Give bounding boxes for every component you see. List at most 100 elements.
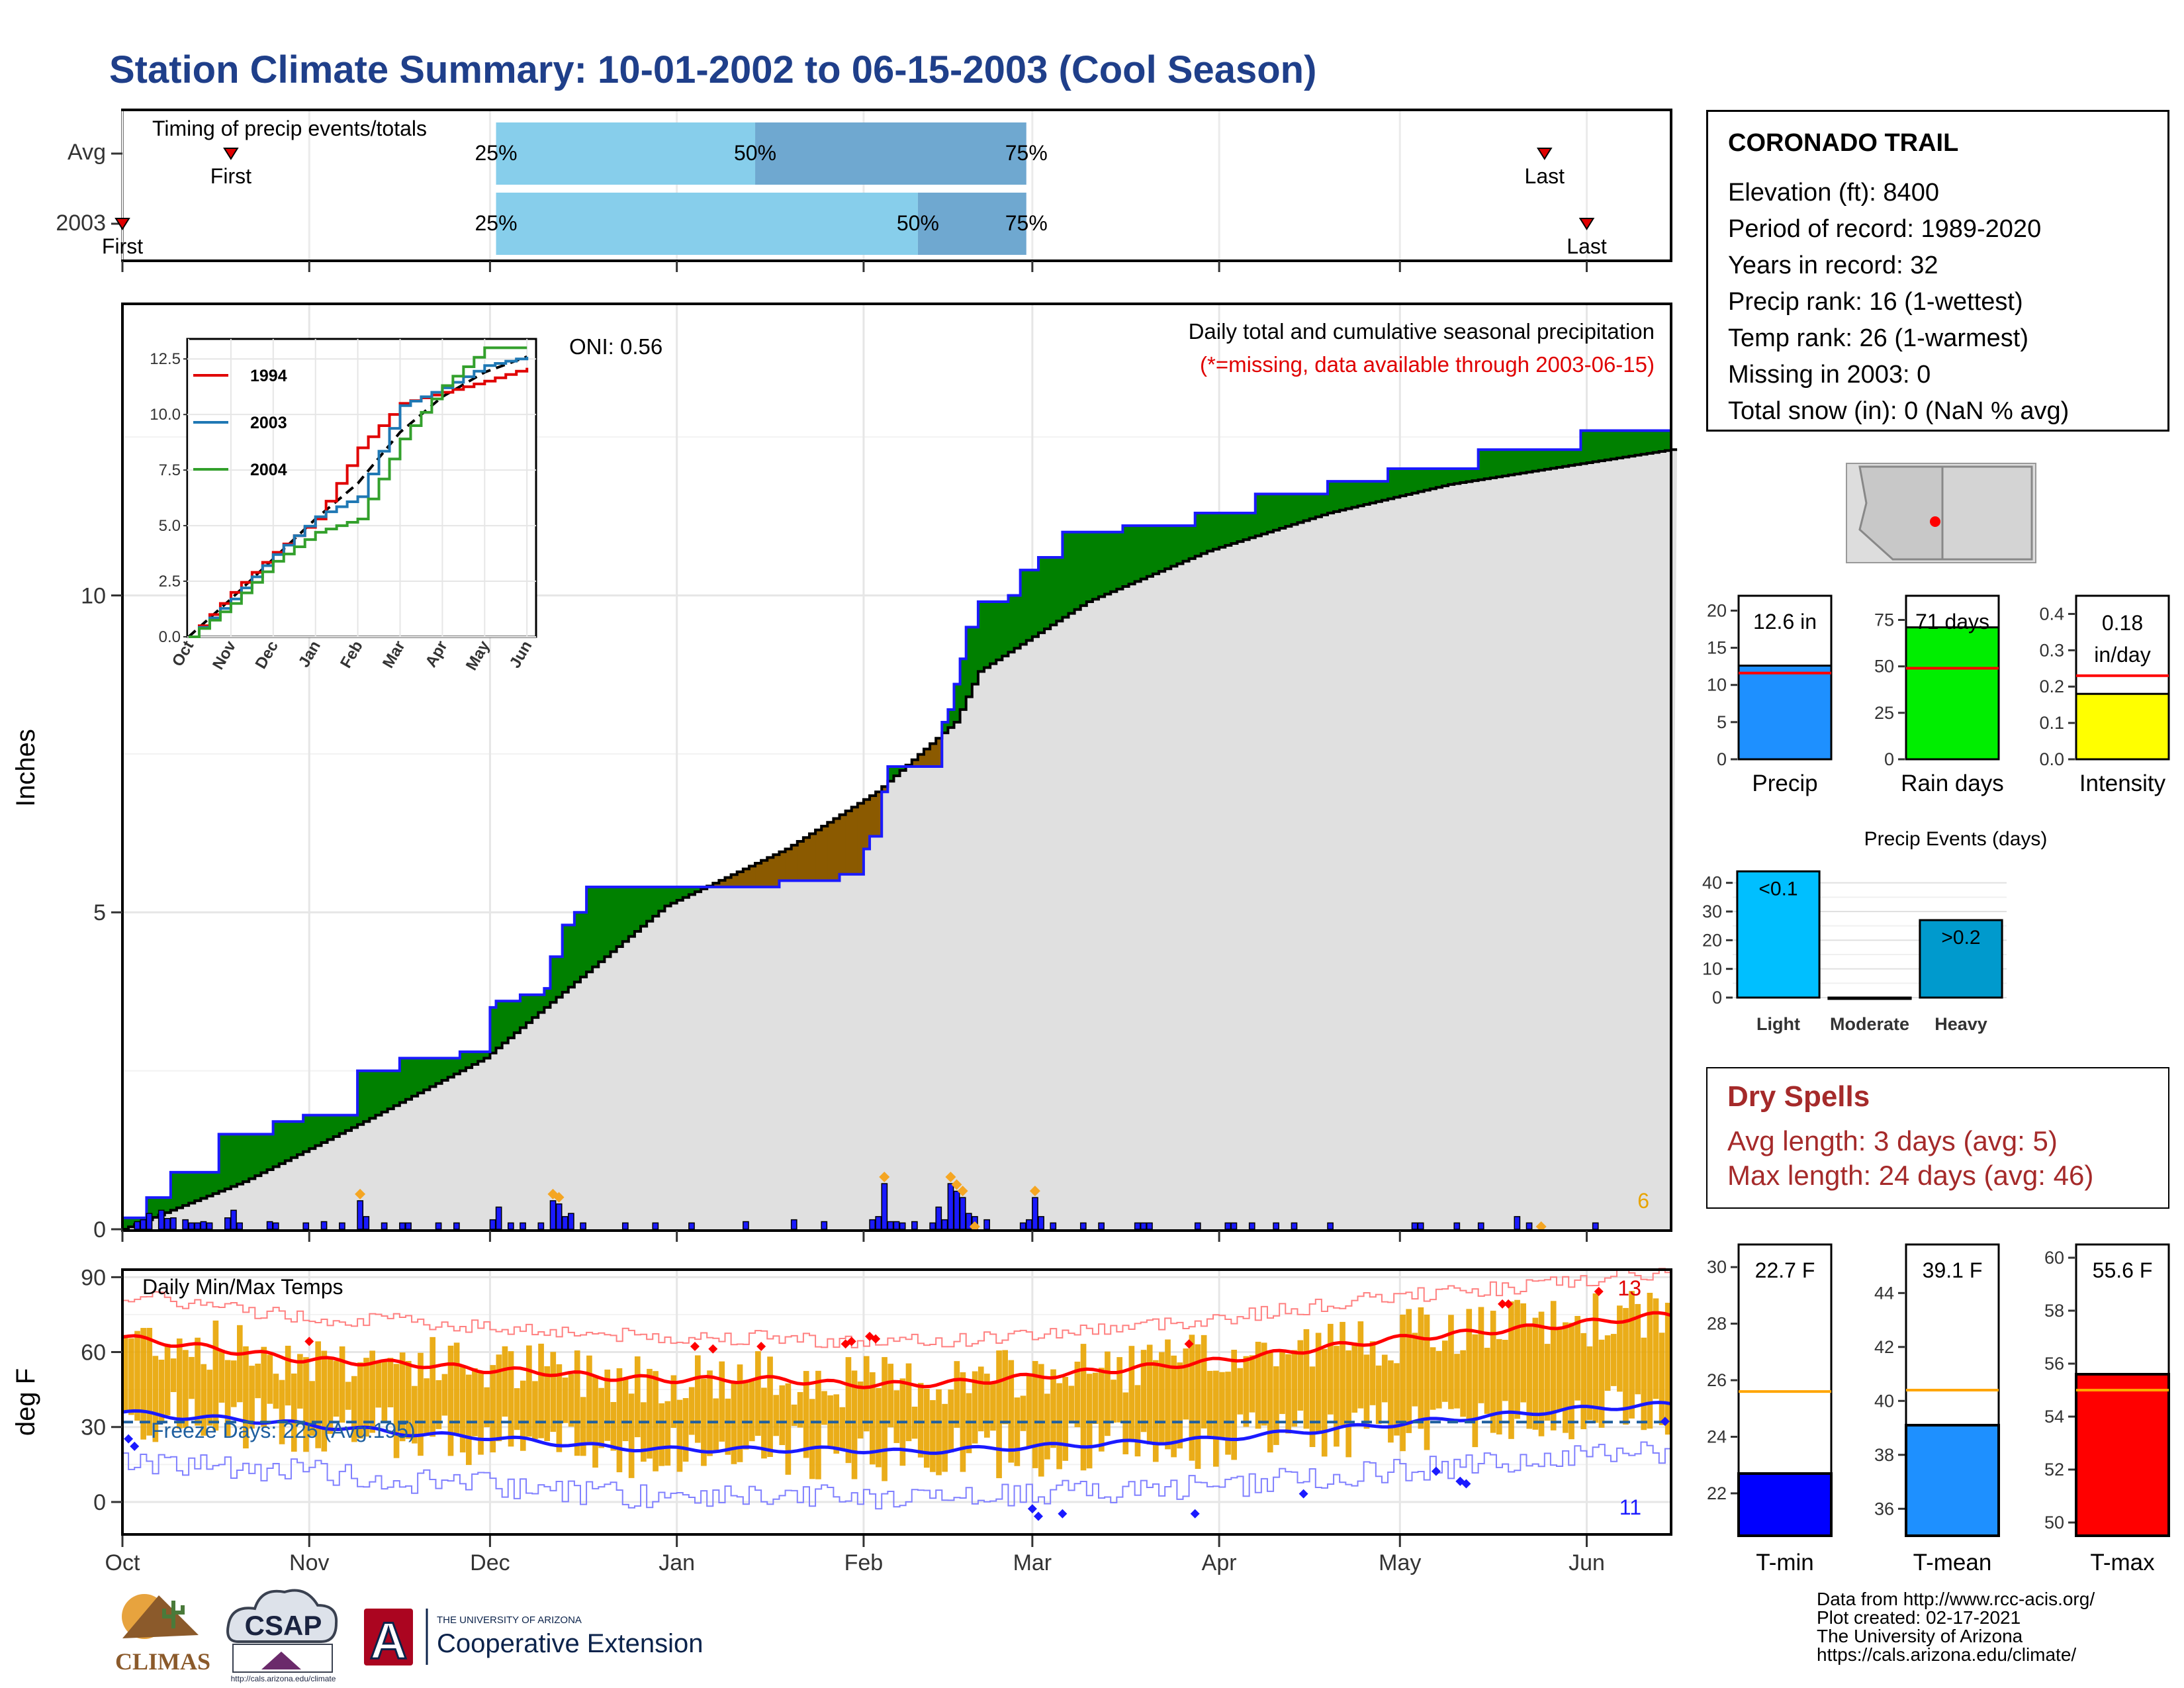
inset-legend-label: 2003 xyxy=(250,414,287,432)
daily-temp-bar xyxy=(1044,1393,1050,1460)
month-axis: Oct Nov Dec Jan Feb Mar Apr May Jun xyxy=(105,261,1605,1575)
daily-temp-bar xyxy=(574,1350,580,1456)
daily-temp-bar xyxy=(664,1401,671,1466)
above-average-band xyxy=(1285,494,1292,527)
temp-summary-y-tick-label: 28 xyxy=(1707,1314,1727,1334)
temp-summary-label: T-min xyxy=(1756,1550,1814,1575)
record-low-marker xyxy=(1431,1466,1441,1476)
above-average-band xyxy=(1574,449,1582,465)
daily-temp-bar xyxy=(713,1398,719,1453)
above-average-band xyxy=(212,1172,220,1194)
daily-temp-bar xyxy=(1014,1397,1021,1466)
daily-temp-bar xyxy=(1099,1368,1105,1452)
below-average-band xyxy=(930,743,936,767)
above-average-band xyxy=(580,912,587,977)
daily-temp-bar xyxy=(297,1354,303,1409)
above-average-band xyxy=(412,1058,418,1096)
inset-y-tick-label: 0.0 xyxy=(159,628,181,646)
above-average-band xyxy=(1538,449,1545,471)
above-average-band xyxy=(538,994,545,1013)
above-average-band xyxy=(1430,468,1437,489)
above-average-band xyxy=(641,886,647,927)
above-average-band xyxy=(315,1115,322,1146)
newmexico-outline xyxy=(1941,465,2033,561)
daily-precip-bar xyxy=(1134,1222,1141,1230)
daily-temp-bar xyxy=(1074,1361,1081,1428)
record-low-marker xyxy=(1058,1509,1068,1519)
daily-temp-bar xyxy=(785,1383,792,1475)
timing-row-2003-label: 2003 xyxy=(56,211,106,236)
first-label: First xyxy=(102,234,143,258)
above-average-band xyxy=(122,1217,129,1229)
below-average-band xyxy=(785,849,792,881)
above-average-band xyxy=(279,1121,286,1164)
summary-label-precip: Precip xyxy=(1752,771,1817,796)
daily-precip-bar xyxy=(236,1222,243,1230)
daily-temp-bar xyxy=(779,1385,786,1446)
daily-precip-bar xyxy=(399,1222,406,1230)
inset-legend-label: 2004 xyxy=(250,461,287,479)
daily-temp-bar xyxy=(737,1364,743,1462)
daily-precip-bar xyxy=(935,1206,942,1230)
daily-precip-bar xyxy=(1592,1222,1599,1230)
daily-precip-bar xyxy=(200,1221,207,1230)
daily-temp-bar xyxy=(1375,1365,1382,1425)
above-average-band xyxy=(267,1134,274,1170)
below-average-band xyxy=(911,759,919,767)
summary-value-intensity: 0.18 xyxy=(2102,611,2143,635)
above-average-band xyxy=(616,886,623,947)
above-average-band xyxy=(1002,602,1009,656)
above-average-band xyxy=(1563,449,1569,467)
daily-temp-bar xyxy=(616,1368,623,1473)
above-average-band xyxy=(634,886,641,931)
above-average-band xyxy=(1080,532,1087,606)
daily-temp-bar xyxy=(1369,1341,1376,1405)
daily-temp-bar xyxy=(1406,1309,1412,1433)
above-average-band xyxy=(309,1115,316,1149)
daily-temp-bar xyxy=(1550,1301,1557,1430)
above-average-band xyxy=(1357,481,1365,506)
daily-precip-bar xyxy=(453,1222,460,1230)
daily-precip-bar xyxy=(1477,1222,1484,1230)
above-average-band xyxy=(273,1121,280,1167)
above-average-band xyxy=(447,1058,455,1078)
climas-mountain-icon xyxy=(122,1595,199,1638)
record-low-marker xyxy=(1660,1417,1670,1427)
below-average-band xyxy=(743,868,750,887)
daily-temp-bar xyxy=(183,1350,189,1429)
daily-temp-bar xyxy=(694,1355,701,1443)
daily-precip-bar xyxy=(947,1183,954,1230)
record-high-marker xyxy=(1184,1339,1194,1349)
daily-temp-bar xyxy=(152,1356,159,1442)
daily-temp-bar xyxy=(447,1345,454,1456)
daily-temp-bar xyxy=(1557,1328,1563,1411)
daily-temp-bar xyxy=(1538,1311,1545,1436)
temp-summary-value: 22.7 F xyxy=(1755,1258,1815,1282)
daily-precip-bar xyxy=(134,1221,141,1230)
above-average-band xyxy=(1641,430,1648,455)
events-bar-label: <0.1 xyxy=(1758,878,1797,900)
above-average-band xyxy=(1050,557,1057,626)
daily-temp-bar xyxy=(647,1368,653,1459)
daily-temp-bar xyxy=(1159,1352,1165,1442)
above-average-band xyxy=(218,1134,226,1192)
summary-y-tick-label: 25 xyxy=(1874,703,1894,723)
daily-temp-bar xyxy=(399,1352,406,1442)
above-average-band xyxy=(243,1134,250,1182)
daily-temp-bar xyxy=(1490,1311,1496,1433)
daily-temp-bar xyxy=(1255,1341,1261,1429)
record-low-marker xyxy=(1298,1489,1308,1499)
above-average-band xyxy=(1557,449,1563,468)
daily-precip-bar xyxy=(206,1222,213,1230)
daily-precip-bar xyxy=(1146,1222,1153,1230)
daily-temp-bar xyxy=(333,1360,340,1417)
above-average-band xyxy=(1008,595,1015,653)
daily-temp-bar xyxy=(387,1358,394,1408)
ua-a-logo-icon xyxy=(364,1609,413,1665)
above-average-band xyxy=(1466,468,1473,482)
daily-temp-bar xyxy=(351,1376,357,1442)
summary-y-tick-label: 15 xyxy=(1707,638,1727,658)
above-average-band xyxy=(333,1115,340,1137)
daily-precip-bar xyxy=(381,1222,388,1230)
above-average-band xyxy=(1610,430,1617,459)
